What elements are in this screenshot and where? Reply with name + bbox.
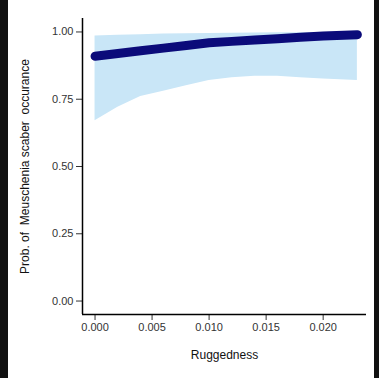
svg-text:0.005: 0.005 <box>138 321 166 333</box>
svg-text:0.020: 0.020 <box>309 321 337 333</box>
svg-text:0.50: 0.50 <box>52 160 73 172</box>
svg-text:0.010: 0.010 <box>195 321 223 333</box>
svg-text:0.25: 0.25 <box>52 227 73 239</box>
svg-text:0.015: 0.015 <box>252 321 280 333</box>
svg-text:0.00: 0.00 <box>52 295 73 307</box>
svg-text:1.00: 1.00 <box>52 25 73 37</box>
svg-text:0.000: 0.000 <box>81 321 109 333</box>
svg-text:Ruggedness: Ruggedness <box>191 348 258 362</box>
svg-text:0.75: 0.75 <box>52 93 73 105</box>
svg-text:Prob. of Meuschenia scaber o: Prob. of Meuschenia scaber occurance <box>18 59 32 274</box>
